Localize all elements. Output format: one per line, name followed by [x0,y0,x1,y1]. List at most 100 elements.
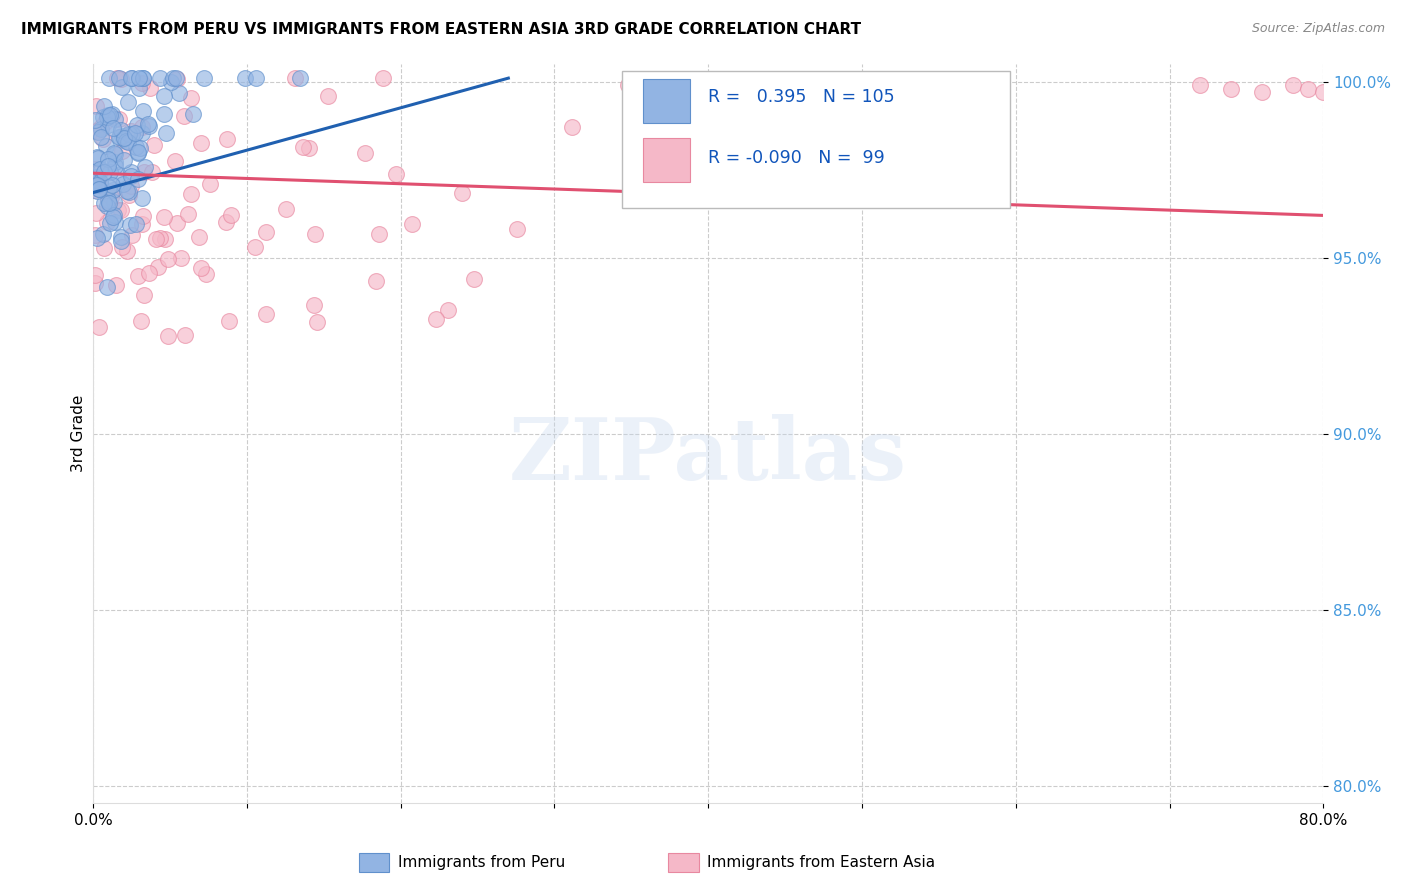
Point [83,173,105,187]
Point [108,129,131,144]
Point [195,267,218,281]
Point [98,108,121,122]
Point [146,260,169,274]
Point [97,108,120,122]
Point [98,180,121,194]
Point [100,190,122,204]
Point [107,202,129,217]
Point [103,147,125,161]
Point [132,71,155,86]
Point [153,88,176,103]
Point [86,231,108,245]
Point [166,71,188,86]
Point [90,130,112,145]
Point [84,181,107,195]
Y-axis label: 3rd Grade: 3rd Grade [72,395,86,473]
Point [103,146,125,161]
Text: R = -0.090   N =  99: R = -0.090 N = 99 [709,149,884,167]
Point [254,225,277,239]
Point [138,266,160,280]
Point [368,227,391,241]
Point [101,211,124,225]
Point [215,132,238,146]
Point [84,170,107,185]
Point [96,279,118,293]
Point [131,126,153,140]
Point [110,234,132,248]
Point [93,165,115,179]
Point [111,80,134,95]
Point [94,115,117,129]
Point [354,146,377,161]
Point [145,232,167,246]
Bar [643,138,690,182]
Point [108,112,131,127]
Point [86,178,108,193]
Point [425,311,447,326]
Text: Immigrants from Peru: Immigrants from Peru [398,855,565,870]
Point [83,162,105,177]
Point [101,121,124,136]
Point [84,184,107,198]
Point [131,120,153,134]
Point [98,71,121,86]
Point [364,274,387,288]
Point [97,160,120,174]
Point [128,80,150,95]
Point [162,71,184,86]
Point [104,159,127,173]
Point [193,71,215,86]
Text: ZIPatlas: ZIPatlas [509,414,907,498]
Point [153,107,176,121]
Point [103,112,125,127]
Point [128,71,150,86]
Point [156,252,179,267]
Point [91,227,114,241]
Point [94,139,117,153]
Point [105,71,128,86]
Point [112,177,135,191]
Point [129,313,152,327]
Point [149,71,172,86]
Point [100,165,122,179]
Point [307,316,329,330]
Point [190,136,212,150]
Point [129,141,152,155]
Point [304,227,326,241]
Point [134,161,156,175]
Point [198,178,221,192]
Point [96,215,118,229]
Point [118,187,141,202]
Point [561,120,583,134]
Point [118,128,141,142]
Point [149,231,172,245]
Point [166,216,188,230]
Point [1281,78,1303,92]
Point [318,88,340,103]
Point [115,244,138,259]
Point [153,232,176,246]
Point [1296,81,1319,95]
Point [254,307,277,321]
Point [132,165,155,179]
Point [120,71,142,86]
Point [167,86,190,100]
Point [274,202,297,217]
Point [127,171,149,186]
Point [243,240,266,254]
Point [87,182,110,196]
Point [180,187,202,202]
Point [111,128,134,143]
Point [131,76,153,90]
Point [215,215,238,229]
Point [121,227,143,242]
Point [159,74,181,88]
Point [96,111,118,125]
Point [120,124,142,138]
Point [132,104,155,119]
Point [141,164,163,178]
Point [1220,81,1243,95]
Point [101,183,124,197]
Point [124,126,146,140]
Point [84,205,107,219]
